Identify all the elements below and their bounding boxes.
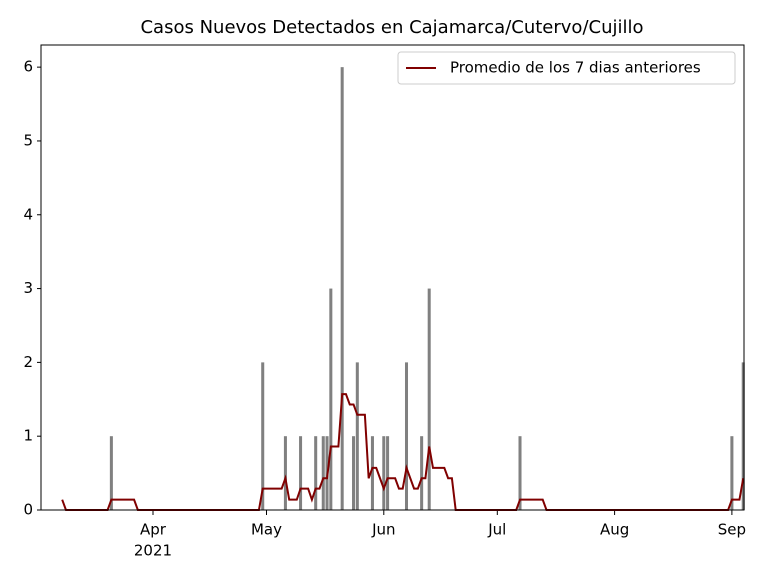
x-year-label: 2021	[134, 542, 172, 560]
x-tick-label: May	[251, 521, 282, 539]
y-tick-label: 0	[23, 501, 33, 519]
legend-box	[397, 51, 736, 85]
bar	[299, 436, 303, 510]
bar	[321, 436, 325, 510]
x-tick-label: Sep	[718, 521, 746, 539]
average-line	[61, 393, 745, 511]
bar	[352, 436, 356, 510]
x-tick-label: Aug	[600, 521, 629, 539]
y-tick-label: 2	[23, 353, 33, 371]
bar	[741, 362, 745, 510]
bar	[404, 362, 409, 510]
bar	[355, 362, 359, 510]
bar	[109, 436, 113, 510]
bar	[382, 436, 386, 510]
bar	[340, 67, 344, 511]
x-tick-label: Jul	[487, 521, 506, 539]
bar	[261, 362, 265, 510]
bar	[518, 436, 522, 510]
bar	[329, 288, 333, 510]
bar	[386, 436, 390, 510]
x-tick-label: Apr	[140, 521, 167, 539]
y-tick-label: 5	[23, 131, 33, 149]
bar	[427, 288, 431, 510]
y-tick-label: 4	[23, 205, 33, 223]
y-tick-label: 6	[23, 58, 33, 76]
bar	[730, 436, 734, 510]
legend-label: Promedio de los 7 dias anteriores	[450, 59, 701, 77]
chart-title: Casos Nuevos Detectados en Cajamarca/Cut…	[140, 17, 643, 38]
x-tick-label: Jun	[371, 521, 395, 539]
bar	[314, 436, 318, 510]
y-tick-label: 1	[23, 427, 33, 445]
bar	[370, 436, 374, 510]
plot-frame	[40, 44, 745, 511]
bar	[283, 436, 287, 510]
y-tick-label: 3	[23, 279, 33, 297]
bar	[420, 436, 424, 510]
